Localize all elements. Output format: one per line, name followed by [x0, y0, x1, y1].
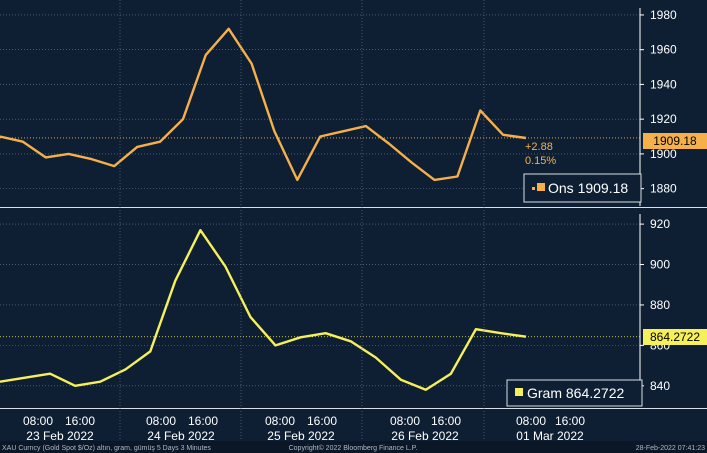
- ons-panel: 1880 1900 1920 1940 1960 1980: [0, 8, 677, 206]
- x-hour-label: 16:00: [188, 414, 218, 428]
- x-date-label: 24 Feb 2022: [147, 429, 215, 443]
- ons-last-value-box: [643, 133, 707, 149]
- ons-legend-swatch: [537, 183, 545, 191]
- x-date-label: 26 Feb 2022: [391, 429, 459, 443]
- x-axis: 08:00 16:00 08:00 16:00 08:00 16:00 08:00 16:00…: [23, 0, 585, 443]
- x-hour-label: 16:00: [65, 414, 95, 428]
- x-hour-label: 16:00: [431, 414, 461, 428]
- ons-tick-label: 1920: [650, 112, 677, 126]
- gram-last-value-box: [643, 329, 707, 345]
- x-date-label: 23 Feb 2022: [26, 429, 94, 443]
- x-hour-label: 08:00: [516, 414, 546, 428]
- gram-tick-label: 920: [650, 217, 670, 231]
- footer-timestamp: 28-Feb-2022 07:41:23: [636, 445, 705, 452]
- x-hour-label: 16:00: [307, 414, 337, 428]
- footer-source: XAU Curncy (Gold Spot $/Oz) altın, gram,…: [2, 445, 211, 452]
- x-hour-label: 08:00: [23, 414, 53, 428]
- ons-tick-label: 1940: [650, 77, 677, 91]
- ons-tick-label: 1880: [650, 182, 677, 196]
- ons-last-value: 1909.18: [653, 134, 697, 148]
- x-hour-label: 16:00: [555, 414, 585, 428]
- gram-tick-label: 880: [650, 298, 670, 312]
- gram-last-value: 864.2722: [650, 330, 700, 344]
- ons-legend-label: Ons 1909.18: [548, 180, 628, 196]
- gram-legend-box: [506, 379, 643, 407]
- ons-legend-marker-small: [532, 187, 535, 190]
- gram-line: [0, 229, 527, 391]
- footer-bar: [0, 441, 707, 453]
- x-date-label: 01 Mar 2022: [516, 429, 584, 443]
- ons-series: [0, 27, 640, 182]
- gram-legend-swatch: [515, 388, 523, 396]
- x-hour-label: 08:00: [390, 414, 420, 428]
- footer-copyright: Copyright© 2022 Bloomberg Finance L.P.: [289, 444, 418, 452]
- ons-tick-label: 1960: [650, 43, 677, 57]
- x-hour-label: 08:00: [146, 414, 176, 428]
- ons-tick-label: 1900: [650, 147, 677, 161]
- ons-y-axis: 1880 1900 1920 1940 1960 1980: [639, 8, 677, 206]
- gram-legend-label: Gram 864.2722: [527, 385, 624, 401]
- gram-tick-label: 840: [650, 379, 670, 393]
- ons-tick-label: 1980: [650, 8, 677, 22]
- x-date-label: 25 Feb 2022: [267, 429, 335, 443]
- gram-series: [0, 229, 640, 391]
- x-hour-label: 08:00: [265, 414, 295, 428]
- ons-change-label: +2.88: [525, 141, 553, 153]
- ons-change-pct-label: 0.15%: [525, 155, 556, 167]
- ons-line: [0, 27, 527, 182]
- gram-tick-label: 900: [650, 258, 670, 272]
